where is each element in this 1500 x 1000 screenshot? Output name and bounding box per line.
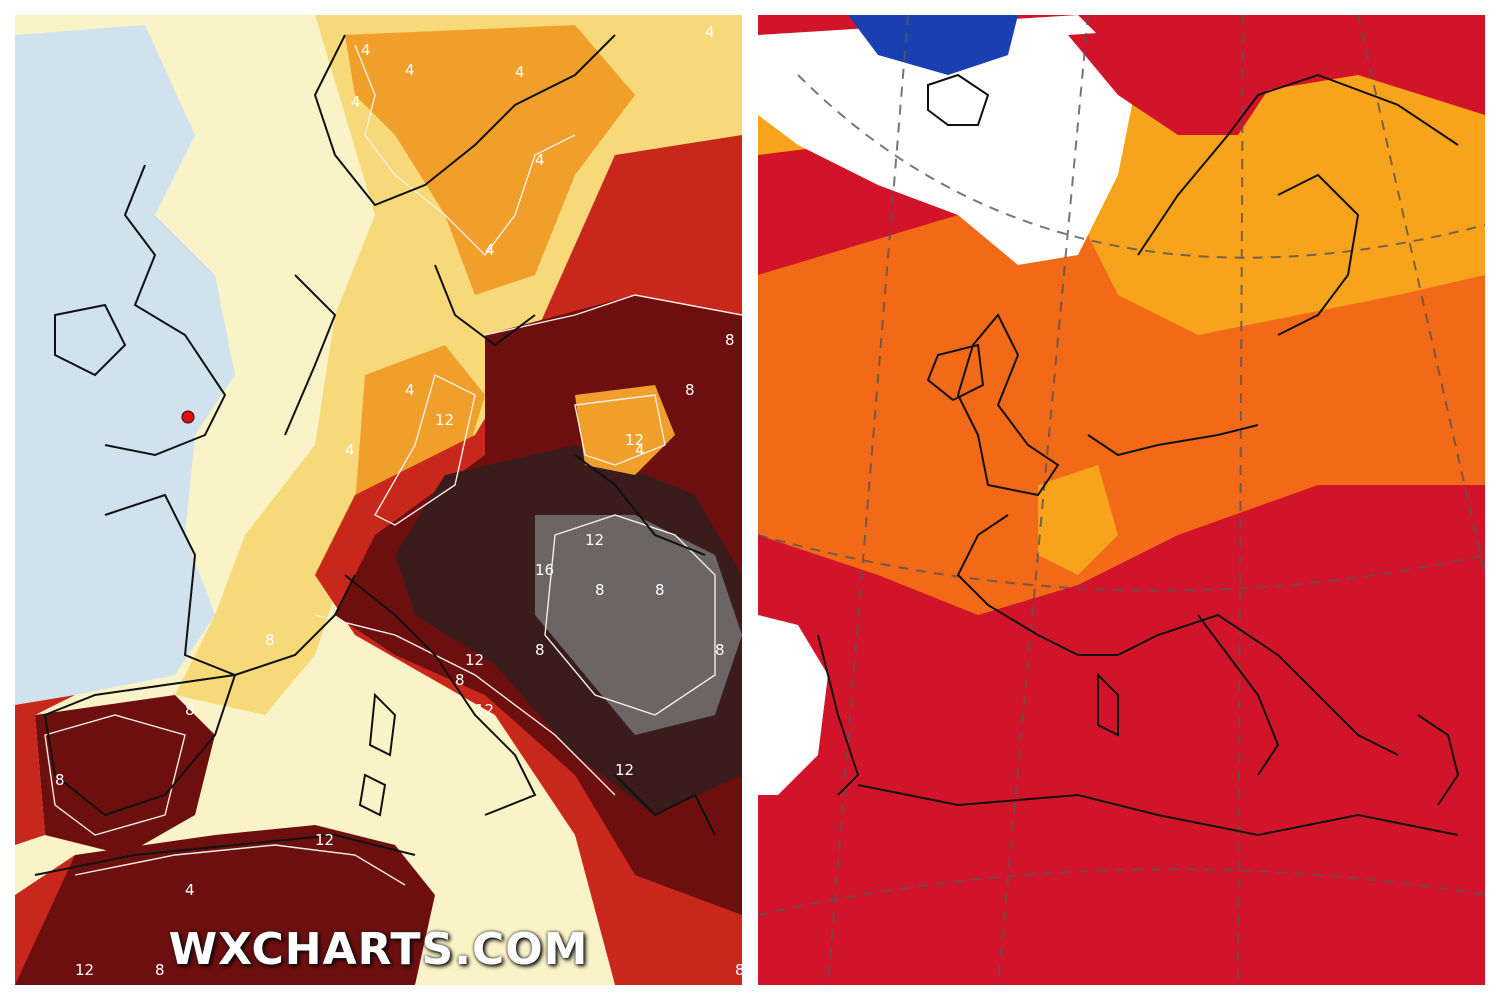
contour-value-label: 4 <box>185 881 195 899</box>
scandinavia-red-region <box>1068 25 1278 135</box>
left-temperature-anomaly-map: 4 4 4 4 4 4 4 4 4 4 8 8 8 8 8 8 8 8 8 12 16 8 12 12 12 12 12 12 12 4 8… <box>15 15 742 985</box>
contour-value-label: 8 <box>715 641 725 659</box>
peak-anomaly-region <box>535 515 742 735</box>
coastlines <box>817 73 1460 837</box>
contour-value-label: 4 <box>345 441 355 459</box>
contour-value-label: 12 <box>75 961 94 979</box>
contour-value-label: 4 <box>361 41 371 59</box>
contour-value-label: 8 <box>685 381 695 399</box>
contour-value-label: 4 <box>535 151 545 169</box>
location-marker <box>181 410 195 424</box>
arctic-cold-region <box>848 15 1018 75</box>
east-orange-pocket <box>575 385 675 475</box>
right-temperature-anomaly-map <box>758 15 1485 985</box>
contour-value-label: 12 <box>615 761 634 779</box>
contour-value-label: 12 <box>315 831 334 849</box>
arctic-near-normal-region <box>758 15 1138 265</box>
contour-lines <box>44 44 742 886</box>
contour-value-label: 16 <box>535 561 554 579</box>
contour-value-label: 12 <box>475 701 494 719</box>
contour-value-label: 4 <box>405 381 415 399</box>
iberia-red-rim <box>15 695 75 845</box>
central-light-orange-patch <box>1038 465 1118 575</box>
iberia-near-normal-edge <box>758 615 828 795</box>
contour-value-label: 8 <box>535 641 545 659</box>
iberia-dark-region <box>35 695 215 855</box>
contour-value-label: 8 <box>725 331 735 349</box>
north-africa-red-rim <box>15 855 75 985</box>
contour-value-label: 4 <box>485 241 495 259</box>
contour-value-label: 8 <box>655 581 665 599</box>
contour-value-label: 4 <box>635 441 645 459</box>
contour-value-label: 8 <box>735 961 742 979</box>
scandinavia-orange-region <box>345 25 635 295</box>
north-africa-dark-region <box>15 825 435 985</box>
contour-value-label: 8 <box>455 671 465 689</box>
wxcharts-watermark: WXCHARTS.COM <box>168 924 589 975</box>
contour-value-label: 8 <box>595 581 605 599</box>
contour-value-label: 4 <box>351 93 361 111</box>
right-map-graphic <box>758 15 1485 985</box>
contour-value-label: 8 <box>265 631 275 649</box>
contour-value-label: 12 <box>435 411 454 429</box>
cool-anomaly-region <box>15 25 235 705</box>
contour-value-label: 12 <box>625 431 644 449</box>
contour-value-label: 8 <box>185 701 195 719</box>
contour-value-label: 12 <box>585 531 604 549</box>
contour-value-label: 4 <box>515 63 525 81</box>
contour-value-label: 4 <box>705 23 715 41</box>
contour-value-label: 8 <box>55 771 65 789</box>
contour-value-label: 4 <box>405 61 415 79</box>
contour-value-label: 8 <box>155 961 165 979</box>
graticule <box>758 15 1485 985</box>
coastlines <box>34 34 716 876</box>
contour-value-label: 12 <box>465 651 484 669</box>
